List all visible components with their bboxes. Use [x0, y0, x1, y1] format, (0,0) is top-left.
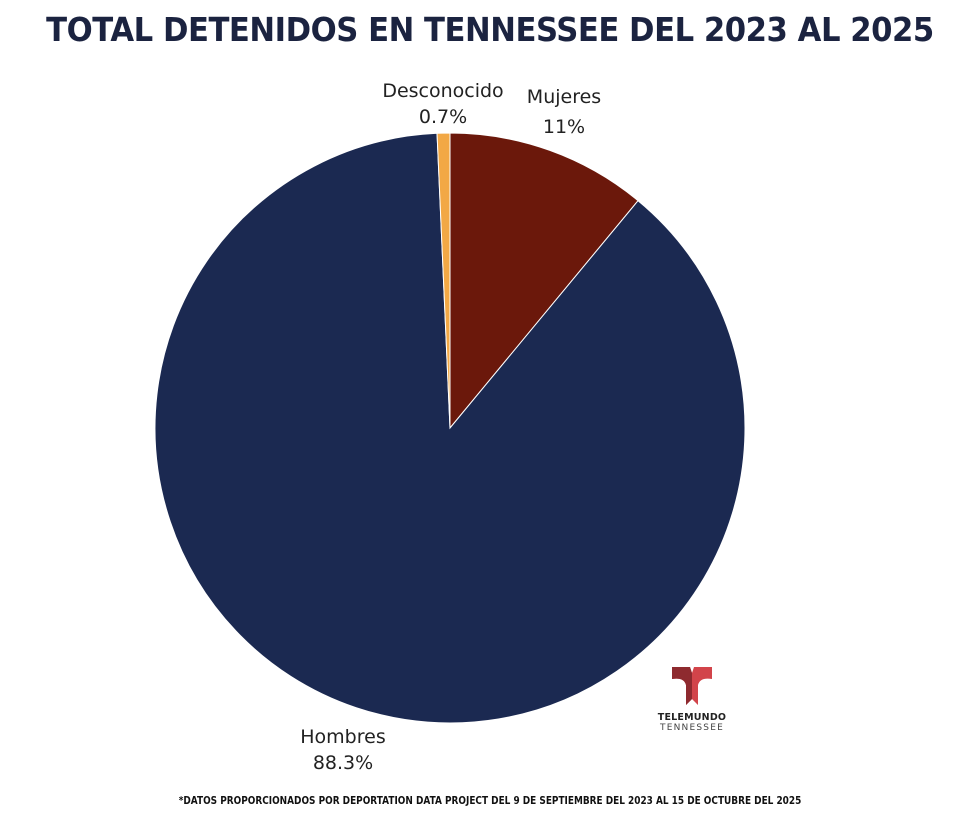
label-mujeres-name: Mujeres: [527, 86, 601, 108]
logo-line1: TELEMUNDO: [657, 712, 727, 723]
label-desconocido-value: 0.7%: [419, 106, 467, 128]
telemundo-t-icon: [672, 667, 712, 705]
pie-slice-mujeres: [449, 132, 639, 430]
logo-line2: TENNESSEE: [660, 723, 724, 733]
label-hombres-name: Hombres: [300, 726, 385, 748]
pie-slice-desconocido: [436, 132, 451, 429]
label-desconocido-name: Desconocido: [382, 80, 503, 102]
source-note: *DATOS PROPORCIONADOS POR DEPORTATION DA…: [178, 795, 802, 807]
pie-slice-hombres: [154, 132, 746, 724]
telemundo-logo: TELEMUNDO TENNESSEE: [652, 665, 732, 733]
chart-title: TOTAL DETENIDOS EN TENNESSEE DEL 2023 AL…: [46, 10, 934, 49]
label-mujeres-value: 11%: [543, 116, 585, 138]
label-hombres-value: 88.3%: [313, 752, 373, 774]
